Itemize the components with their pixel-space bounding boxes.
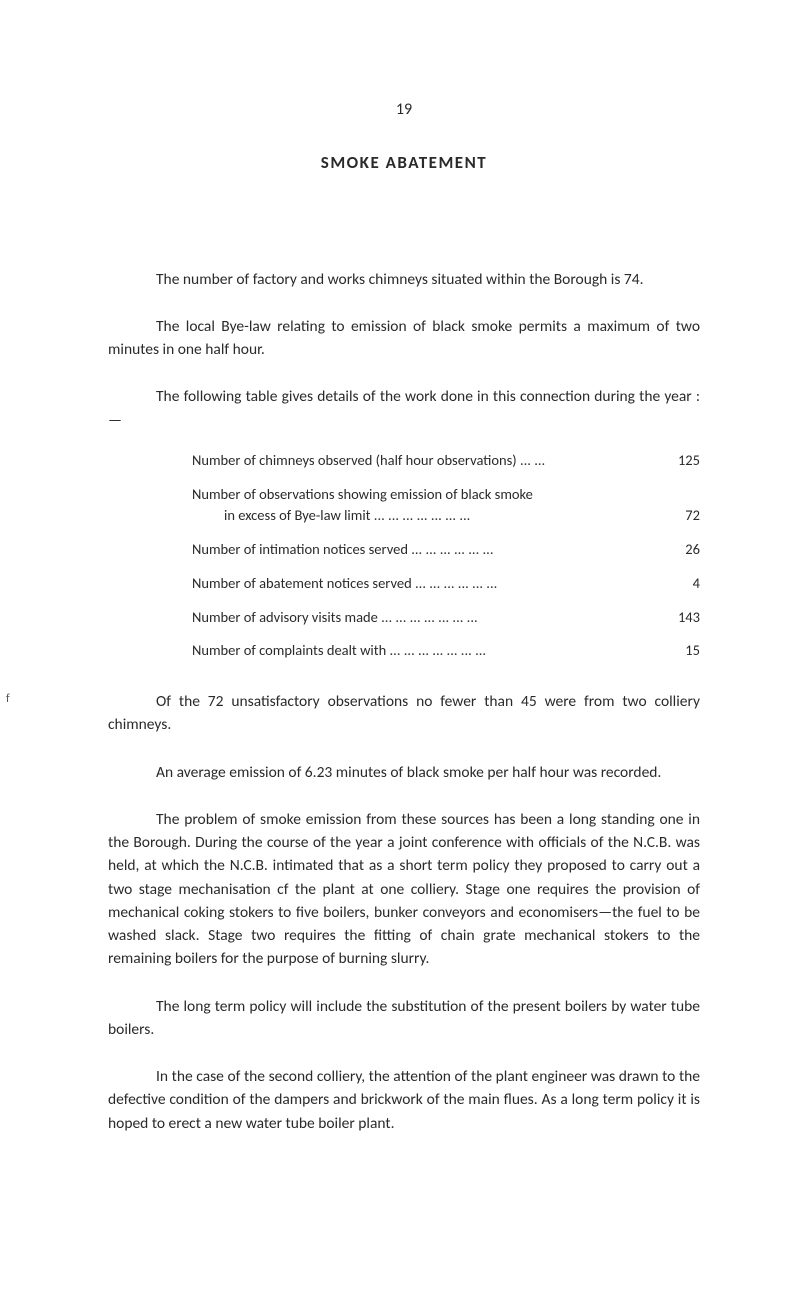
row-value: 26 bbox=[656, 539, 700, 561]
paragraph-8: In the case of the second colliery, the … bbox=[108, 1065, 700, 1135]
table-row: Number of chimneys observed (half hour o… bbox=[192, 450, 700, 472]
paragraph-2: The local Bye-law relating to emission o… bbox=[108, 315, 700, 362]
row-main-label: Number of observations showing emission … bbox=[192, 485, 533, 503]
paragraph-3: The following table gives details of the… bbox=[108, 385, 700, 432]
row-value: 143 bbox=[656, 607, 700, 629]
row-value: 125 bbox=[656, 450, 700, 472]
paragraph-5: An average emission of 6.23 minutes of b… bbox=[108, 761, 700, 784]
paragraph-7: The long term policy will include the su… bbox=[108, 995, 700, 1042]
row-label: Number of abatement notices served ... .… bbox=[192, 573, 656, 595]
table-row: Number of observations showing emission … bbox=[192, 484, 700, 528]
margin-mark: f bbox=[6, 690, 10, 708]
document-title: SMOKE ABATEMENT bbox=[108, 150, 700, 176]
page-number: 19 bbox=[108, 98, 700, 122]
paragraph-1: The number of factory and works chimneys… bbox=[108, 268, 700, 291]
table-row: Number of advisory visits made ... ... .… bbox=[192, 607, 700, 629]
row-label: Number of complaints dealt with ... ... … bbox=[192, 640, 656, 662]
row-value: 72 bbox=[656, 505, 700, 527]
row-sub-label: in excess of Bye-law limit ... ... ... .… bbox=[192, 505, 638, 527]
row-label: Number of advisory visits made ... ... .… bbox=[192, 607, 656, 629]
table-row: Number of abatement notices served ... .… bbox=[192, 573, 700, 595]
row-label: Number of chimneys observed (half hour o… bbox=[192, 450, 656, 472]
row-value: 4 bbox=[656, 573, 700, 595]
row-label: Number of observations showing emission … bbox=[192, 484, 656, 528]
row-value: 15 bbox=[656, 640, 700, 662]
paragraph-4: Of the 72 unsatisfactory observations no… bbox=[108, 690, 700, 737]
table-row: Number of complaints dealt with ... ... … bbox=[192, 640, 700, 662]
data-table: Number of chimneys observed (half hour o… bbox=[192, 450, 700, 662]
table-row: Number of intimation notices served ... … bbox=[192, 539, 700, 561]
row-label: Number of intimation notices served ... … bbox=[192, 539, 656, 561]
paragraph-6: The problem of smoke emission from these… bbox=[108, 808, 700, 971]
